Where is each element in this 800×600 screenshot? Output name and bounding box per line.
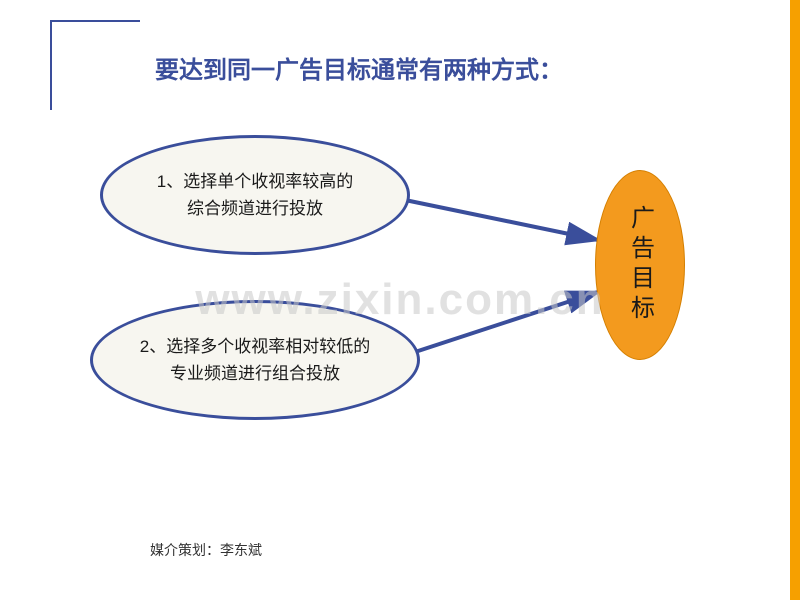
target-text: 广告目标 xyxy=(623,205,658,325)
arrow-2 xyxy=(415,292,598,352)
footer-text: 媒介策划：李东斌 xyxy=(150,540,262,560)
option-1: 1、选择单个收视率较高的综合频道进行投放 xyxy=(100,135,410,255)
option-1-text: 1、选择单个收视率较高的综合频道进行投放 xyxy=(157,168,353,222)
arrow-1 xyxy=(405,200,598,240)
target-ellipse: 广告目标 xyxy=(595,170,685,360)
option-2-text: 2、选择多个收视率相对较低的专业频道进行组合投放 xyxy=(140,333,370,387)
slide-title: 要达到同一广告目标通常有两种方式： xyxy=(155,50,563,85)
slide: { "layout": { "accent_box": { "left": 50… xyxy=(0,0,800,600)
accent-corner xyxy=(50,20,140,110)
option-2: 2、选择多个收视率相对较低的专业频道进行组合投放 xyxy=(90,300,420,420)
side-accent-bar xyxy=(790,0,800,600)
